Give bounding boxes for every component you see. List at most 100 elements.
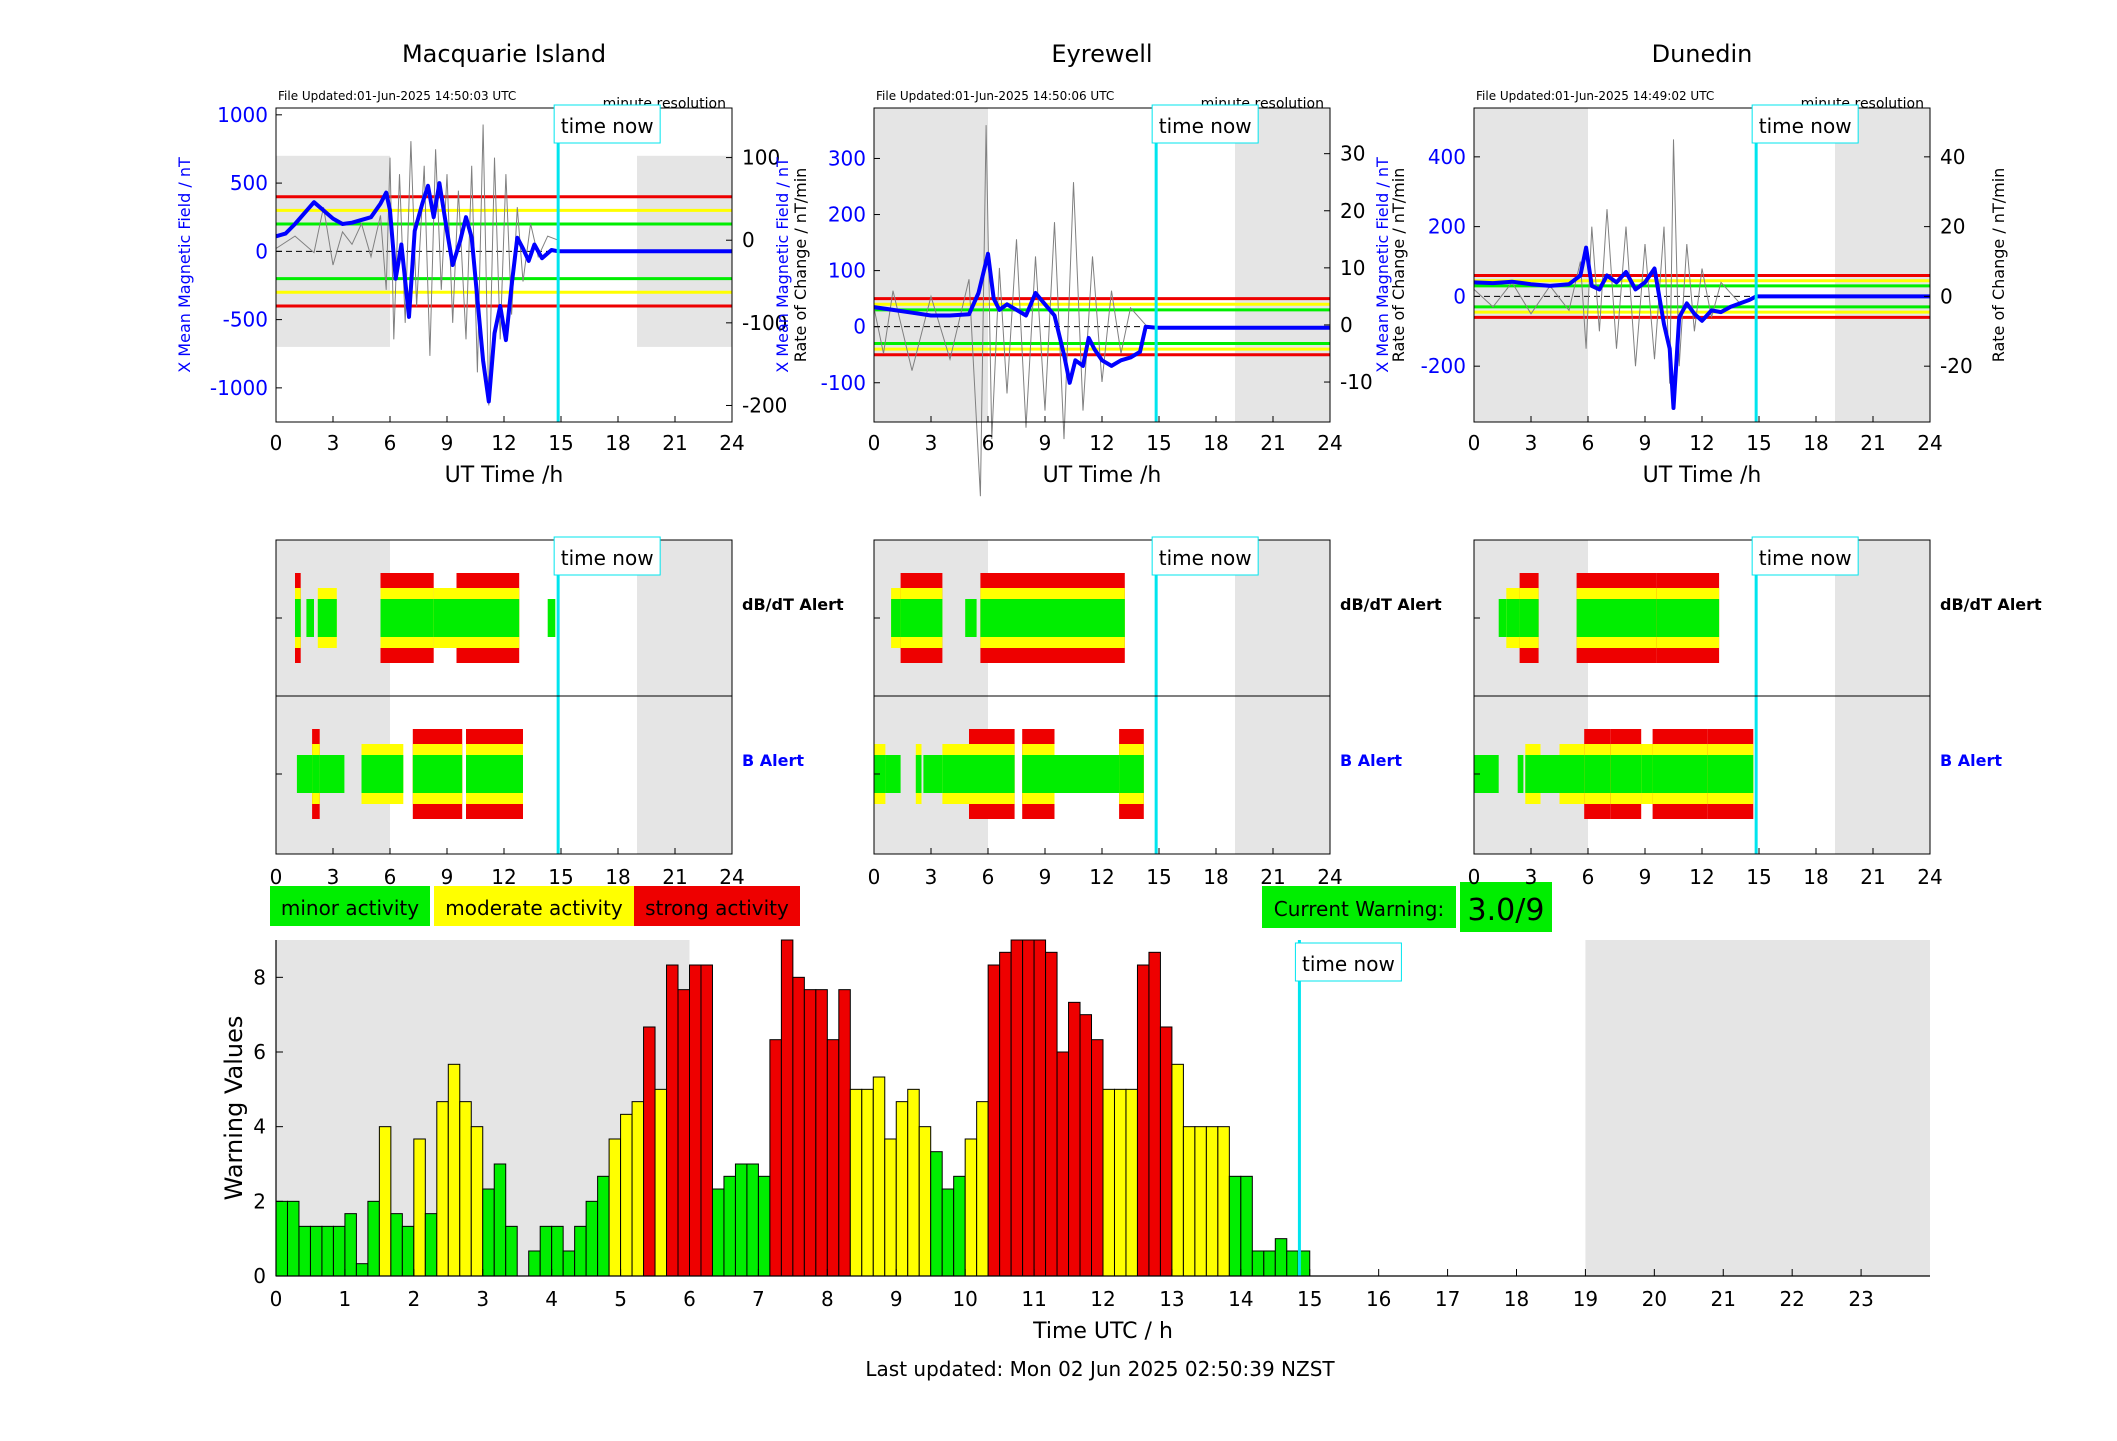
station-2-xtick-label: 12 bbox=[1689, 431, 1714, 455]
warning-bar bbox=[746, 1163, 759, 1277]
station-2-ytick-label: 400 bbox=[1428, 145, 1466, 169]
warning-bar bbox=[344, 1213, 357, 1277]
station-2-y2tick-label: -20 bbox=[1940, 354, 1973, 378]
warning-xtick-label: 17 bbox=[1435, 1287, 1460, 1311]
alert-2-dbdt-level-1 bbox=[1506, 599, 1520, 637]
warning-bar bbox=[1022, 939, 1035, 1277]
alert-2-xtick-label: 21 bbox=[1860, 865, 1885, 889]
alert-2-xtick-label: 3 bbox=[1525, 865, 1538, 889]
alert-0-dbdt-level-1 bbox=[547, 599, 556, 637]
warning-bar bbox=[1217, 1126, 1230, 1277]
warning-bar bbox=[585, 1200, 599, 1277]
alert-2-xtick-label: 0 bbox=[1468, 865, 1481, 889]
station-0-rate-series bbox=[275, 124, 559, 406]
warning-bar bbox=[286, 1200, 300, 1277]
warning-bar bbox=[872, 1076, 886, 1277]
alert-0-xtick-label: 18 bbox=[605, 865, 630, 889]
alert-2-b-level-1 bbox=[1517, 755, 1524, 793]
warning-bar bbox=[1182, 1126, 1196, 1277]
alert-1-dbdt-label: dB/dT Alert bbox=[1340, 595, 1442, 614]
legend-strong-label: strong activity bbox=[645, 896, 789, 920]
alert-2-b-level-1 bbox=[1610, 755, 1642, 793]
axes-layer bbox=[275, 107, 1931, 1277]
warning-bar bbox=[1274, 1238, 1288, 1277]
warning-bar bbox=[1045, 951, 1058, 1277]
warning-bar bbox=[1068, 1001, 1081, 1277]
warning-bar bbox=[1159, 1026, 1173, 1277]
station-0-ylabel: X Mean Magnetic Field / nT bbox=[175, 157, 194, 373]
alert-0-xtick-label: 15 bbox=[548, 865, 573, 889]
alert-0-dbdt-level-1 bbox=[380, 599, 434, 637]
alert-1-xtick-label: 21 bbox=[1260, 865, 1285, 889]
station-1-field-series bbox=[873, 251, 1330, 385]
alert-0-b-level-1 bbox=[466, 755, 523, 793]
station-1-title: Eyrewell bbox=[1051, 40, 1152, 68]
alert-0-night-shade bbox=[637, 540, 732, 854]
current-warning-label-box bbox=[1262, 886, 1456, 928]
warning-bar bbox=[826, 1039, 840, 1277]
station-1-time-now: time now bbox=[1159, 114, 1252, 138]
warning-bar bbox=[1033, 939, 1047, 1277]
legend-minor-label: minor activity bbox=[281, 896, 419, 920]
warning-bar bbox=[574, 1225, 587, 1277]
warning-bar bbox=[505, 1225, 518, 1277]
warning-bar bbox=[631, 1101, 645, 1277]
warning-xtick-label: 13 bbox=[1159, 1287, 1184, 1311]
station-2-y2tick-label: 20 bbox=[1940, 215, 1965, 239]
station-2-xtick-label: 0 bbox=[1468, 431, 1481, 455]
current-warning-label: Current Warning: bbox=[1274, 897, 1444, 921]
alert-1-xtick-label: 15 bbox=[1146, 865, 1171, 889]
station-2-y2tick-label: 40 bbox=[1940, 145, 1965, 169]
station-2-ylabel: X Mean Magnetic Field / nT bbox=[1373, 157, 1392, 373]
alert-2-b-level-1 bbox=[1707, 755, 1754, 793]
alert-0-xtick-label: 6 bbox=[384, 865, 397, 889]
alert-0-b-level-1 bbox=[412, 755, 463, 793]
warning-ytick-label: 0 bbox=[253, 1264, 266, 1288]
warning-bar bbox=[390, 1213, 403, 1277]
station-2-ytick-label: 200 bbox=[1428, 215, 1466, 239]
station-2-night-shade bbox=[1835, 108, 1930, 422]
station-1-xtick-label: 9 bbox=[1039, 431, 1052, 455]
warning-bar bbox=[413, 1138, 426, 1277]
warning-bar bbox=[1263, 1250, 1276, 1277]
warning-bar bbox=[849, 1088, 863, 1277]
alert-2-dbdt-label: dB/dT Alert bbox=[1940, 595, 2042, 614]
warning-bar bbox=[689, 964, 702, 1277]
alert-1-b-level-1 bbox=[1022, 755, 1055, 793]
warning-time-now: time now bbox=[1302, 952, 1395, 976]
warning-bar bbox=[401, 1225, 415, 1277]
alert-1-b-level-1 bbox=[1119, 755, 1144, 793]
warning-xtick-label: 3 bbox=[476, 1287, 489, 1311]
alert-2-xtick-label: 18 bbox=[1803, 865, 1828, 889]
warning-bar bbox=[757, 1175, 771, 1277]
warning-bar bbox=[1194, 1126, 1207, 1277]
text-layer: 0 3 6 9 12 15 18 21 24-1000-50005001000-200-1000… bbox=[175, 40, 2042, 1381]
warning-bar bbox=[643, 1026, 656, 1277]
warning-xtick-label: 2 bbox=[407, 1287, 420, 1311]
alert-0-dbdt-label: dB/dT Alert bbox=[742, 595, 844, 614]
station-1-y2tick-label: 30 bbox=[1340, 142, 1365, 166]
warning-bar bbox=[723, 1175, 736, 1277]
warning-xtick-label: 19 bbox=[1573, 1287, 1598, 1311]
alert-2-xtick-label: 15 bbox=[1746, 865, 1771, 889]
station-1-night-shade bbox=[1235, 108, 1330, 422]
alert-1-b-level-1 bbox=[923, 755, 943, 793]
alert-2-dbdt-level-1 bbox=[1656, 599, 1720, 637]
warning-bar bbox=[309, 1225, 323, 1277]
warning-bar bbox=[976, 1101, 989, 1277]
warning-bar bbox=[1113, 1088, 1127, 1277]
station-1-xtick-label: 21 bbox=[1260, 431, 1285, 455]
warning-bar bbox=[838, 989, 851, 1277]
alert-1-dbdt-level-1 bbox=[891, 599, 901, 637]
station-0-field-series bbox=[275, 181, 732, 404]
warning-bar bbox=[734, 1163, 748, 1277]
warning-bar bbox=[964, 1138, 978, 1277]
warning-bar bbox=[275, 1200, 288, 1277]
warning-bar bbox=[355, 1263, 369, 1277]
warning-xtick-label: 22 bbox=[1779, 1287, 1804, 1311]
alert-2-b-level-1 bbox=[1641, 755, 1653, 793]
alert-1-dbdt-level-1 bbox=[900, 599, 943, 637]
station-2-xtick-label: 3 bbox=[1525, 431, 1538, 455]
legend-minor-swatch bbox=[270, 886, 430, 926]
